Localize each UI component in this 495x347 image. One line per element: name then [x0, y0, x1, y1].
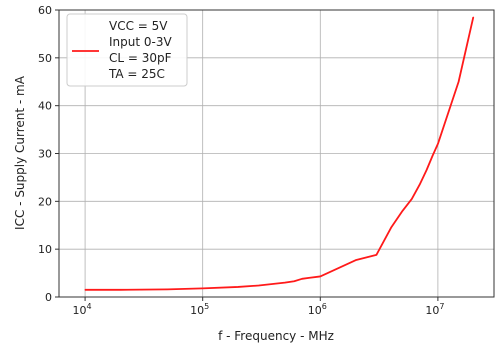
legend-line-cl: CL = 30pF	[109, 51, 172, 65]
data-point-0-17	[425, 169, 428, 171]
y-tick-label-2: 20	[38, 195, 52, 208]
y-tick-label-4: 40	[38, 100, 52, 113]
plot-frame	[58, 9, 495, 298]
x-tick-label-1: 105	[190, 302, 209, 317]
data-point-0-19	[437, 143, 439, 145]
legend: VCC = 5V Input 0-3V CL = 30pF TA = 25C	[66, 13, 188, 87]
y-tick-label-5: 50	[38, 52, 52, 65]
x-axis-label: f - Frequency - MHz	[218, 329, 334, 343]
data-point-0-3	[202, 287, 204, 289]
x-tick-label-0: 104	[73, 302, 92, 317]
legend-line-ta: TA = 25C	[108, 67, 165, 81]
y-tick-label-6: 60	[38, 4, 52, 17]
data-point-0-4	[237, 286, 239, 288]
data-point-0-6	[284, 282, 286, 284]
series-layer	[84, 16, 475, 291]
y-axis-ticks: 0 10 20 30 40 50 60	[38, 4, 59, 304]
data-point-0-18	[431, 155, 434, 157]
data-point-0-16	[419, 183, 421, 186]
data-point-0-2	[166, 288, 168, 290]
data-point-0-13	[390, 227, 392, 229]
data-point-0-20	[458, 81, 460, 83]
legend-line-input: Input 0-3V	[109, 35, 172, 49]
y-tick-label-3: 30	[38, 148, 52, 161]
y-tick-label-0: 0	[45, 291, 52, 304]
data-point-0-21	[472, 16, 474, 18]
x-tick-label-3: 107	[425, 302, 444, 317]
data-point-0-7	[293, 280, 295, 282]
data-point-0-0	[84, 289, 86, 291]
y-tick-label-1: 10	[38, 243, 52, 256]
data-point-0-9	[308, 277, 310, 279]
data-point-0-5	[258, 284, 260, 287]
data-point-0-10	[319, 275, 321, 278]
series-line-0	[85, 16, 475, 291]
data-point-0-8	[301, 278, 303, 280]
legend-box	[66, 13, 188, 87]
data-point-0-14	[401, 210, 404, 212]
data-point-0-12	[375, 254, 377, 256]
y-axis-label: ICC - Supply Current - mA	[13, 75, 27, 230]
data-point-0-11	[355, 259, 357, 261]
x-tick-label-2: 106	[308, 302, 327, 317]
legend-line-vcc: VCC = 5V	[109, 19, 168, 33]
x-axis-ticks: 104 105 106 107	[73, 297, 444, 317]
data-point-0-1	[119, 289, 122, 291]
data-point-0-15	[411, 198, 413, 200]
